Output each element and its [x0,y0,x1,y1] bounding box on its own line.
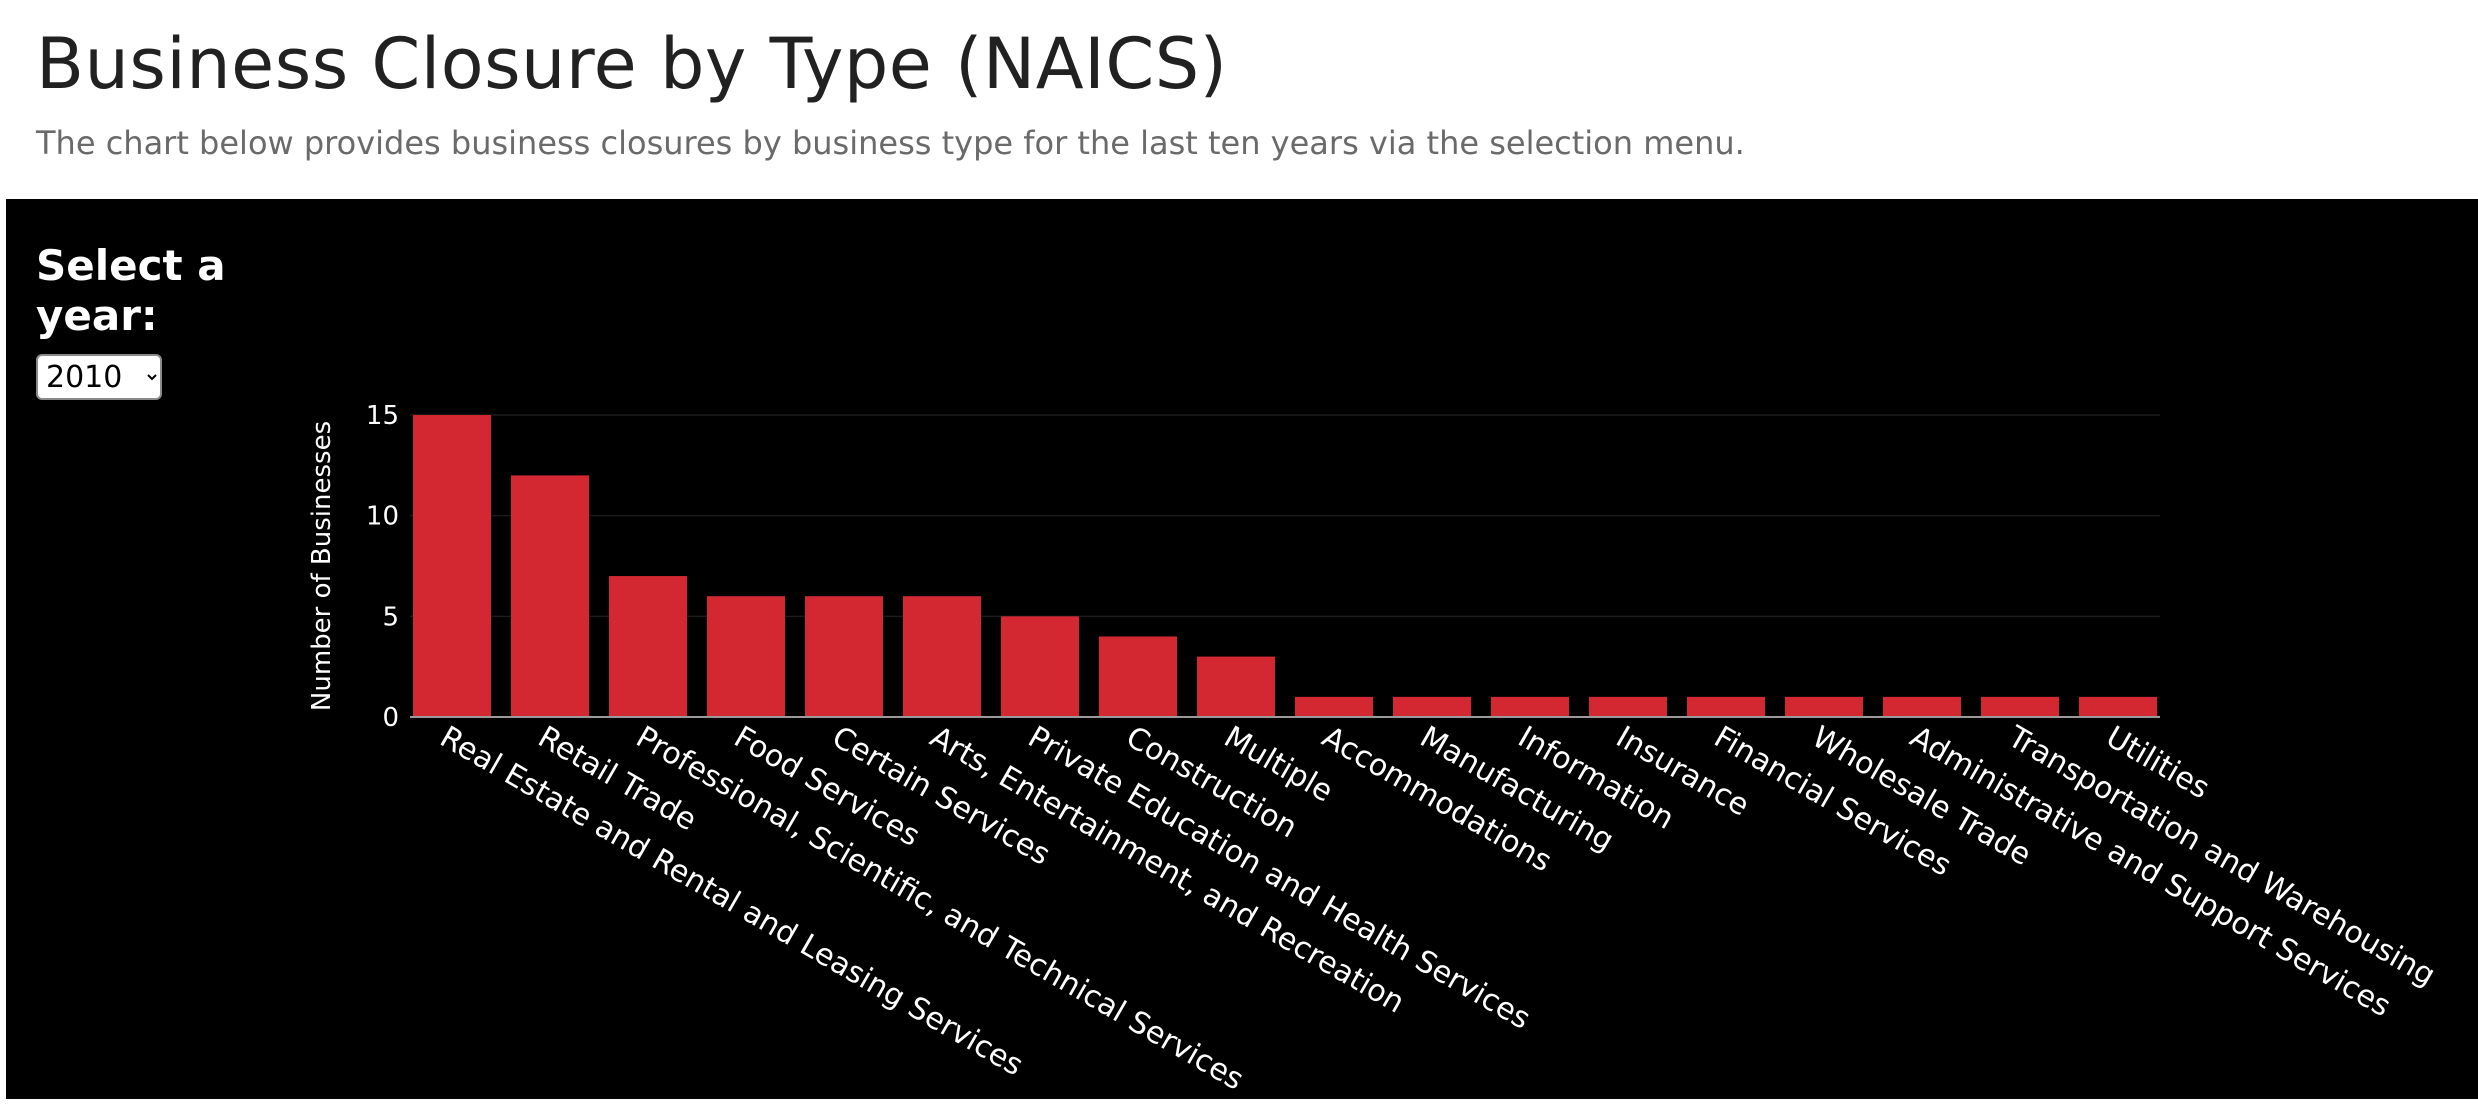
bar [1687,696,1765,717]
bar [707,596,785,717]
bar [1785,696,1863,717]
bar [1197,656,1275,717]
page-title: Business Closure by Type (NAICS) [36,23,1228,105]
bar [805,596,883,717]
bar [609,576,687,717]
x-tick-label: Transportation and Warehousing [2001,719,2441,993]
page-subtitle: The chart below provides business closur… [36,124,1745,162]
bar [1295,696,1373,717]
chart-panel: Select a year: 2010 0 5 10 15 Number of Busi… [6,199,2478,1099]
y-tick-label: 10 [366,502,399,532]
bar [413,415,491,717]
bar [903,596,981,717]
bar [1883,696,1961,717]
y-axis-label: Number of Businesses [307,421,337,711]
y-tick-label: 5 [382,602,399,632]
bar [1491,696,1569,717]
bar [1981,696,2059,717]
bar [511,475,589,717]
bar [1393,696,1471,717]
year-select-label: Select a year: [36,241,226,341]
bar [1589,696,1667,717]
bar [2079,696,2157,717]
y-tick-label: 15 [366,401,399,431]
year-select[interactable]: 2010 [36,354,162,400]
bar [1099,636,1177,717]
y-tick-label: 0 [382,703,399,733]
bar [1001,616,1079,717]
